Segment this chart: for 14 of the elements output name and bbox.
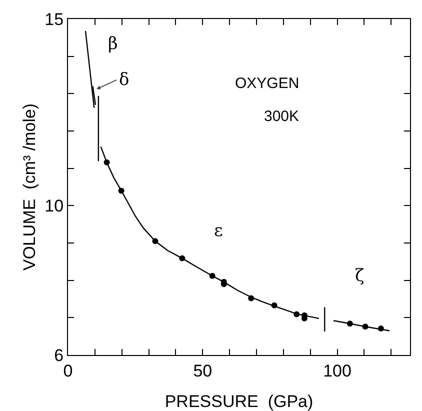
x-tick-label: 0 bbox=[63, 361, 73, 380]
y-axis-title: VOLUME (cm³ /mole) bbox=[20, 103, 40, 271]
annotation: δ bbox=[119, 70, 130, 90]
x-tick-label: 50 bbox=[193, 361, 212, 380]
annotation: 300K bbox=[264, 108, 300, 125]
annotation: β bbox=[108, 34, 118, 54]
y-tick-label: 15 bbox=[44, 10, 64, 29]
x-axis-title: PRESSURE (GPa) bbox=[164, 392, 314, 411]
y-tick-label: 6 bbox=[54, 346, 64, 365]
x-tick-label: 100 bbox=[323, 361, 352, 380]
annotation: OXYGEN bbox=[235, 75, 300, 92]
annotation: ε bbox=[214, 221, 223, 241]
y-tick-label: 10 bbox=[44, 196, 64, 216]
annotation: ζ bbox=[355, 266, 364, 286]
